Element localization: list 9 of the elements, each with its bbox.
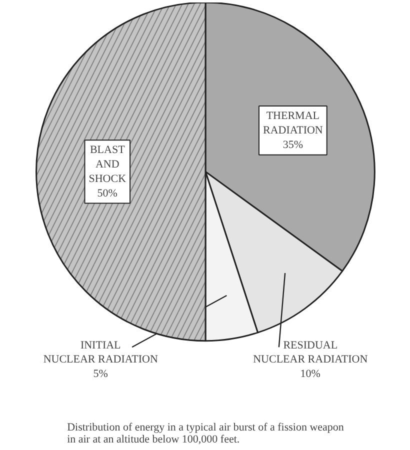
text: Distribution of energy in a typical air burst of a fission weapon in air at an altitude below 100,000 feet. (67, 422, 344, 446)
slice-label: THERMAL RADIATION (262, 110, 323, 136)
data-label: 10% (300, 368, 320, 380)
slice-label: INITIAL NUCLEAR RADIATION (43, 339, 158, 366)
slice-label: RESIDUAL NUCLEAR RADIATION (253, 339, 368, 366)
data-label: 50% (97, 187, 118, 200)
slice-label: BLAST AND SHOCK (88, 144, 126, 185)
data-label: 35% (282, 138, 304, 151)
data-label: 5% (93, 368, 108, 380)
